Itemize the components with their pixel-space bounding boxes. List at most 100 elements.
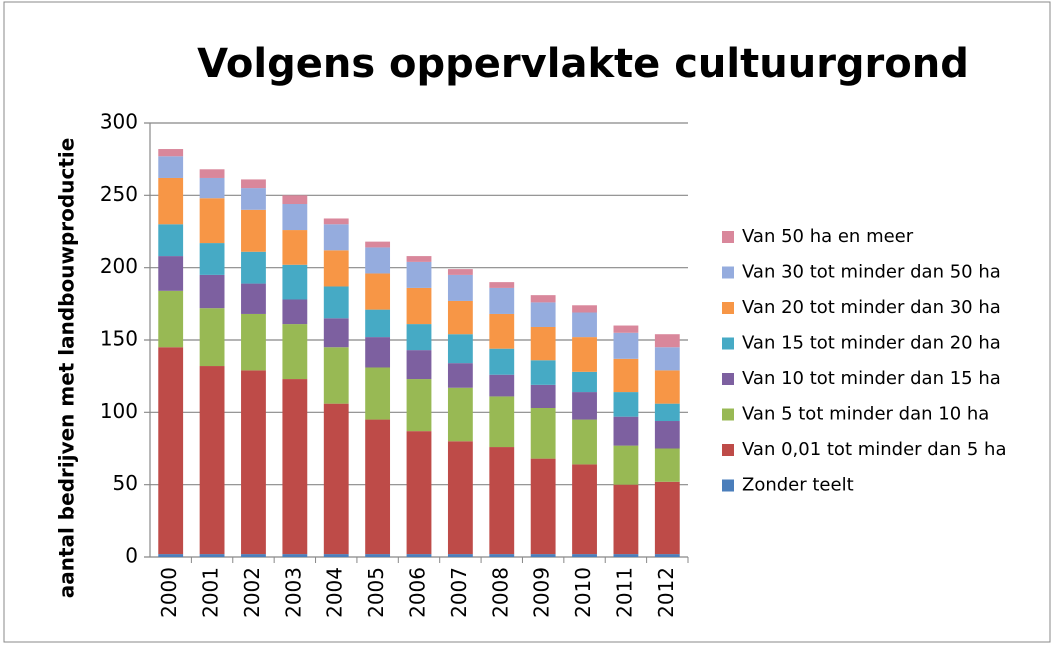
bar-segment bbox=[489, 447, 515, 555]
legend-label: Van 0,01 tot minder dan 5 ha bbox=[742, 439, 1007, 460]
bar-segment bbox=[406, 287, 432, 325]
bar-segment bbox=[406, 379, 432, 432]
bar-segment bbox=[530, 554, 556, 557]
bar-segment bbox=[613, 358, 639, 393]
bar-segment bbox=[282, 195, 308, 205]
bar-segment bbox=[158, 177, 184, 225]
legend-label: Van 50 ha en meer bbox=[742, 226, 914, 247]
chart-title: Volgens oppervlakte cultuurgrond bbox=[197, 41, 969, 87]
x-tick-label: 2010 bbox=[571, 567, 595, 618]
bar-segment bbox=[447, 300, 473, 335]
legend-swatch bbox=[722, 337, 734, 350]
bar-segment bbox=[654, 370, 680, 404]
bar-segment bbox=[530, 360, 556, 385]
bar-segment bbox=[489, 287, 515, 314]
bar-segment bbox=[158, 149, 184, 157]
y-tick-label: 0 bbox=[125, 544, 138, 568]
bar-segment bbox=[489, 554, 515, 557]
bar-segment bbox=[406, 256, 432, 262]
bar-segment bbox=[654, 448, 680, 482]
bar-segment bbox=[199, 243, 225, 275]
bar-segment bbox=[530, 407, 556, 459]
bar-segment bbox=[406, 554, 432, 557]
bar-segment bbox=[365, 309, 391, 338]
y-tick-label: 50 bbox=[113, 471, 138, 495]
y-tick-label: 200 bbox=[100, 254, 138, 278]
bar-segment bbox=[530, 302, 556, 327]
bar-segment bbox=[365, 367, 391, 420]
bar-segment bbox=[447, 387, 473, 442]
bar-segment bbox=[613, 484, 639, 555]
x-tick-label: 2008 bbox=[488, 567, 512, 618]
bar-segment bbox=[199, 274, 225, 309]
y-axis-label: aantal bedrijven met landbouwproductie bbox=[55, 138, 79, 599]
bar-segment bbox=[199, 366, 225, 555]
bar-segment bbox=[447, 363, 473, 388]
bar-segment bbox=[282, 230, 308, 265]
bar-segment bbox=[447, 554, 473, 557]
bar-segment bbox=[241, 554, 266, 557]
bar-segment bbox=[282, 204, 308, 231]
bar-segment bbox=[365, 273, 391, 310]
bar-segment bbox=[447, 441, 473, 555]
bar-segment bbox=[613, 325, 639, 333]
bar-segment bbox=[572, 464, 597, 555]
bar-segment bbox=[241, 179, 266, 189]
x-tick-label: 2009 bbox=[530, 567, 554, 618]
bar-segment bbox=[365, 554, 391, 557]
bar-segment bbox=[654, 481, 680, 555]
bar-segment bbox=[158, 554, 184, 557]
bar-segment bbox=[241, 209, 266, 252]
bar-segment bbox=[158, 156, 184, 178]
bar-segment bbox=[447, 334, 473, 364]
legend-swatch bbox=[722, 444, 734, 456]
bar-segment bbox=[489, 313, 515, 349]
legend-label: Van 15 tot minder dan 20 ha bbox=[742, 333, 1001, 354]
bar-segment bbox=[199, 308, 225, 367]
bar-segment bbox=[241, 251, 266, 284]
y-tick-label: 150 bbox=[100, 327, 138, 351]
legend-swatch bbox=[722, 231, 734, 243]
bar-segment bbox=[323, 554, 349, 557]
legend-swatch bbox=[722, 479, 734, 492]
bar-segment bbox=[199, 198, 225, 244]
legend-label: Van 10 tot minder dan 15 ha bbox=[742, 368, 1001, 389]
bar-segment bbox=[406, 431, 432, 555]
bar-segment bbox=[323, 218, 349, 225]
bar-segment bbox=[654, 334, 680, 348]
bar-segment bbox=[365, 247, 391, 274]
bar-segment bbox=[613, 416, 639, 446]
bar-segment bbox=[282, 379, 308, 555]
frame bbox=[3, 1, 1051, 643]
legend-swatch bbox=[722, 408, 734, 421]
bar-segment bbox=[572, 419, 597, 465]
bar-segment bbox=[282, 264, 308, 300]
legend-label: Van 30 tot minder dan 50 ha bbox=[742, 262, 1001, 283]
bar-segment bbox=[323, 250, 349, 287]
bar-segment bbox=[572, 371, 597, 393]
bar-segment bbox=[654, 421, 680, 449]
bar-segment bbox=[572, 337, 597, 372]
x-tick-label: 2002 bbox=[240, 567, 264, 618]
bar-segment bbox=[241, 283, 266, 314]
bar-segment bbox=[199, 554, 225, 557]
bar-segment bbox=[530, 326, 556, 361]
bar-segment bbox=[241, 188, 266, 210]
legend-swatch bbox=[722, 373, 734, 385]
bar-segment bbox=[406, 261, 432, 288]
x-tick-label: 2012 bbox=[654, 567, 678, 618]
x-tick-label: 2000 bbox=[157, 567, 181, 618]
bar-segment bbox=[323, 318, 349, 348]
bar-segment bbox=[613, 392, 639, 417]
bar-segment bbox=[654, 403, 680, 422]
bar-segment bbox=[282, 299, 308, 325]
bar-segment bbox=[572, 392, 597, 420]
bar-segment bbox=[654, 554, 680, 557]
bar-segment bbox=[323, 286, 349, 319]
bar-segment bbox=[199, 177, 225, 199]
x-tick-label: 2001 bbox=[199, 567, 223, 618]
bar-segment bbox=[158, 256, 184, 291]
x-tick-label: 2003 bbox=[281, 567, 305, 618]
bar-segment bbox=[489, 282, 515, 288]
bar-segment bbox=[323, 347, 349, 404]
